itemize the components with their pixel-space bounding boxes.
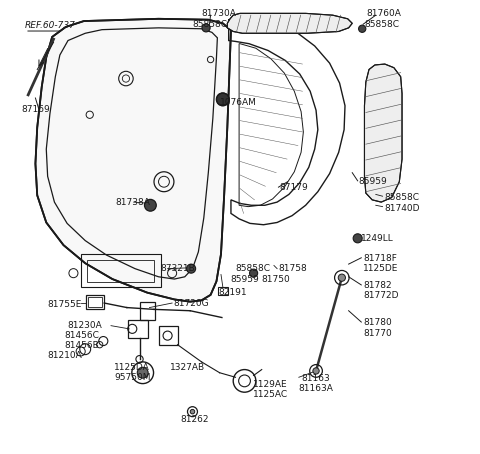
Bar xyxy=(88,297,102,307)
Text: 1249LL: 1249LL xyxy=(361,234,394,243)
Text: 81750: 81750 xyxy=(262,275,290,284)
Text: 81456C: 81456C xyxy=(64,331,99,340)
Text: 87179: 87179 xyxy=(280,183,309,192)
Text: 81163A: 81163A xyxy=(299,384,334,393)
Circle shape xyxy=(187,264,196,273)
Text: 1129AE: 1129AE xyxy=(252,380,288,389)
Text: 1125DA: 1125DA xyxy=(114,363,150,372)
Text: REF.60-737: REF.60-737 xyxy=(25,21,76,30)
Text: 81770: 81770 xyxy=(363,329,392,338)
Bar xyxy=(140,301,156,320)
Text: 81755E: 81755E xyxy=(48,301,82,309)
Text: 87169: 87169 xyxy=(22,105,50,114)
Text: 81738A: 81738A xyxy=(116,197,150,207)
Circle shape xyxy=(190,410,195,414)
Text: 81780: 81780 xyxy=(363,318,392,327)
Text: 82191: 82191 xyxy=(218,288,247,297)
Text: 81210A: 81210A xyxy=(48,351,83,360)
Text: 81730A: 81730A xyxy=(202,9,237,18)
Text: 81720G: 81720G xyxy=(173,300,209,308)
Bar xyxy=(128,320,148,338)
Text: 81456B: 81456B xyxy=(64,341,99,350)
Circle shape xyxy=(359,25,366,32)
Text: 1125DE: 1125DE xyxy=(363,264,398,273)
Text: 85858C: 85858C xyxy=(364,20,399,29)
Text: 81163: 81163 xyxy=(301,374,330,383)
Text: 1327AB: 1327AB xyxy=(170,363,205,372)
Text: 81782: 81782 xyxy=(363,281,392,291)
Bar xyxy=(86,295,104,309)
Circle shape xyxy=(144,199,156,211)
Circle shape xyxy=(137,367,148,378)
Circle shape xyxy=(353,234,362,243)
Bar xyxy=(218,287,228,295)
Text: 85858C: 85858C xyxy=(236,264,270,273)
Text: 81772D: 81772D xyxy=(363,291,398,300)
Text: 85858C: 85858C xyxy=(192,20,228,29)
Circle shape xyxy=(338,274,346,281)
Text: 81230A: 81230A xyxy=(67,321,102,330)
Text: 95750M: 95750M xyxy=(114,373,151,382)
Polygon shape xyxy=(228,13,352,33)
Text: 87321B: 87321B xyxy=(160,264,194,273)
Bar xyxy=(81,254,161,287)
Circle shape xyxy=(216,93,229,106)
Polygon shape xyxy=(36,19,231,301)
Text: 81758: 81758 xyxy=(278,264,307,273)
Text: 85959: 85959 xyxy=(359,177,387,186)
Text: 81718F: 81718F xyxy=(363,254,397,263)
Text: 1125AC: 1125AC xyxy=(252,390,288,399)
Text: 85959: 85959 xyxy=(230,275,259,284)
Text: 1076AM: 1076AM xyxy=(220,98,256,107)
Text: 81740D: 81740D xyxy=(384,204,420,213)
Text: 85858C: 85858C xyxy=(384,193,419,202)
Text: 81760A: 81760A xyxy=(367,9,402,18)
Text: 81262: 81262 xyxy=(180,415,209,424)
Polygon shape xyxy=(364,64,402,202)
Bar xyxy=(159,326,178,345)
Circle shape xyxy=(250,269,258,277)
Bar xyxy=(87,260,154,282)
Circle shape xyxy=(202,24,210,32)
Circle shape xyxy=(313,368,319,374)
